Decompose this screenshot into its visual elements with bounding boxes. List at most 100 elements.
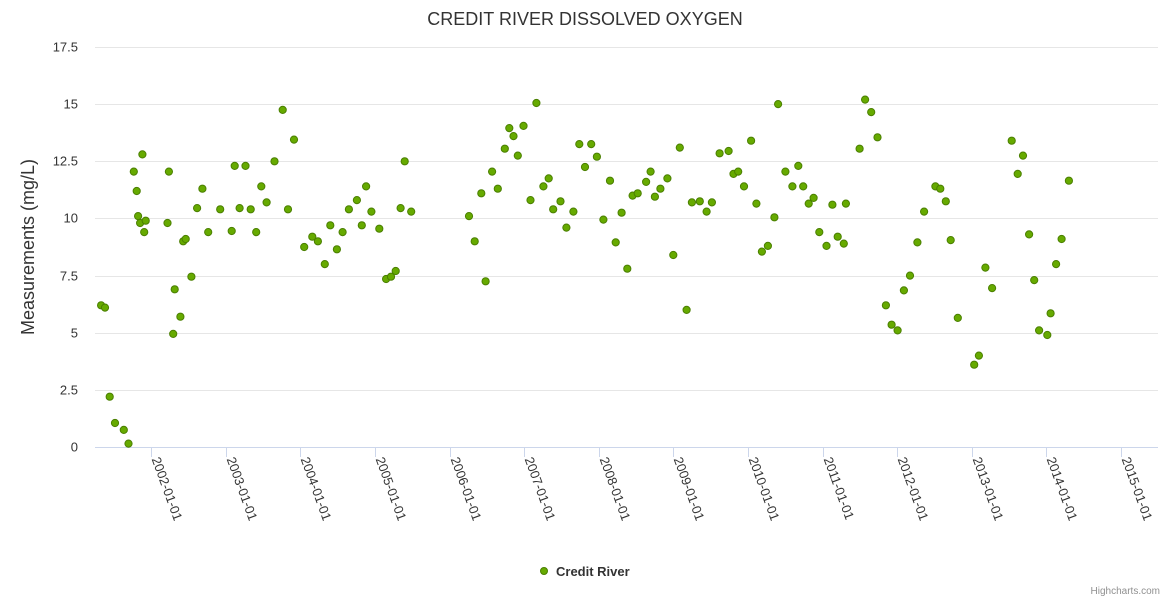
data-point[interactable] (278, 105, 287, 115)
data-point[interactable] (357, 221, 366, 230)
data-point[interactable] (270, 157, 279, 166)
data-point[interactable] (1013, 169, 1022, 178)
data-point[interactable] (715, 149, 724, 158)
data-point[interactable] (176, 312, 185, 321)
data-point[interactable] (611, 238, 620, 247)
data-point[interactable] (407, 207, 416, 216)
data-point[interactable] (617, 208, 626, 217)
data-point[interactable] (587, 140, 596, 149)
data-point[interactable] (241, 161, 250, 170)
data-point[interactable] (204, 228, 213, 237)
data-point[interactable] (841, 199, 851, 208)
data-point[interactable] (164, 167, 173, 176)
data-point[interactable] (822, 241, 831, 250)
data-point[interactable] (1007, 136, 1016, 145)
data-point[interactable] (100, 303, 110, 312)
data-point[interactable] (129, 167, 138, 176)
data-point[interactable] (599, 215, 608, 224)
data-point[interactable] (809, 193, 818, 202)
data-point[interactable] (140, 228, 149, 237)
data-point[interactable] (1046, 309, 1055, 318)
data-point[interactable] (763, 241, 773, 250)
data-point[interactable] (519, 121, 528, 131)
data-point[interactable] (873, 133, 882, 142)
data-point[interactable] (352, 196, 361, 205)
data-point[interactable] (283, 205, 293, 214)
data-point[interactable] (804, 199, 813, 208)
data-point[interactable] (344, 205, 353, 214)
data-point[interactable] (970, 360, 979, 369)
data-point[interactable] (799, 182, 808, 191)
data-point[interactable] (110, 418, 120, 428)
data-point[interactable] (198, 184, 207, 193)
data-point[interactable] (702, 207, 711, 216)
data-point[interactable] (216, 205, 225, 214)
data-point[interactable] (230, 161, 239, 170)
data-point[interactable] (575, 140, 584, 149)
data-point[interactable] (562, 223, 571, 232)
data-point[interactable] (539, 182, 548, 191)
data-point[interactable] (724, 146, 733, 156)
data-point[interactable] (488, 167, 497, 176)
data-point[interactable] (132, 186, 141, 196)
data-point[interactable] (687, 198, 697, 207)
data-point[interactable] (326, 221, 335, 230)
data-point[interactable] (569, 207, 578, 216)
data-point[interactable] (252, 228, 261, 237)
data-point[interactable] (833, 232, 842, 241)
data-point[interactable] (500, 144, 509, 153)
data-point[interactable] (470, 237, 479, 246)
data-point[interactable] (752, 199, 761, 208)
data-point[interactable] (227, 226, 236, 236)
data-point[interactable] (881, 301, 891, 310)
legend-item-credit-river[interactable]: Credit River (540, 564, 630, 579)
data-point[interactable] (138, 150, 147, 159)
data-point[interactable] (246, 205, 255, 214)
data-point[interactable] (905, 271, 915, 280)
data-point[interactable] (981, 263, 990, 272)
data-point[interactable] (375, 224, 384, 233)
data-point[interactable] (946, 236, 955, 245)
data-point[interactable] (953, 313, 962, 322)
data-point[interactable] (1018, 151, 1028, 160)
data-point[interactable] (867, 108, 876, 117)
data-point[interactable] (549, 205, 558, 214)
data-point[interactable] (320, 260, 329, 269)
data-point[interactable] (544, 174, 553, 183)
data-point[interactable] (988, 284, 997, 293)
data-point[interactable] (757, 247, 767, 256)
data-point[interactable] (338, 228, 347, 237)
data-point[interactable] (899, 286, 909, 295)
data-point[interactable] (815, 228, 824, 237)
data-point[interactable] (855, 144, 864, 153)
data-point[interactable] (400, 157, 409, 166)
data-point[interactable] (1052, 260, 1061, 269)
data-point[interactable] (739, 182, 749, 191)
data-point[interactable] (656, 184, 665, 193)
data-point[interactable] (747, 136, 756, 145)
data-point[interactable] (974, 351, 984, 360)
data-point[interactable] (936, 184, 945, 193)
data-point[interactable] (105, 392, 114, 401)
data-point[interactable] (592, 152, 602, 161)
data-point[interactable] (1043, 330, 1052, 340)
data-point[interactable] (119, 425, 128, 434)
data-point[interactable] (669, 250, 678, 260)
data-point[interactable] (839, 239, 848, 248)
data-point[interactable] (887, 320, 896, 329)
data-point[interactable] (1064, 176, 1074, 185)
data-point[interactable] (509, 132, 518, 141)
data-point[interactable] (920, 207, 929, 216)
data-point[interactable] (124, 439, 133, 448)
data-point[interactable] (556, 197, 565, 206)
data-point[interactable] (386, 272, 396, 281)
data-point[interactable] (1057, 234, 1066, 244)
data-point[interactable] (300, 242, 309, 252)
data-point[interactable] (941, 197, 950, 206)
data-point[interactable] (134, 212, 143, 221)
data-point[interactable] (396, 204, 405, 213)
data-point[interactable] (313, 237, 322, 246)
data-point[interactable] (707, 198, 717, 207)
legend[interactable]: Credit River (540, 564, 630, 579)
data-point[interactable] (505, 124, 514, 133)
